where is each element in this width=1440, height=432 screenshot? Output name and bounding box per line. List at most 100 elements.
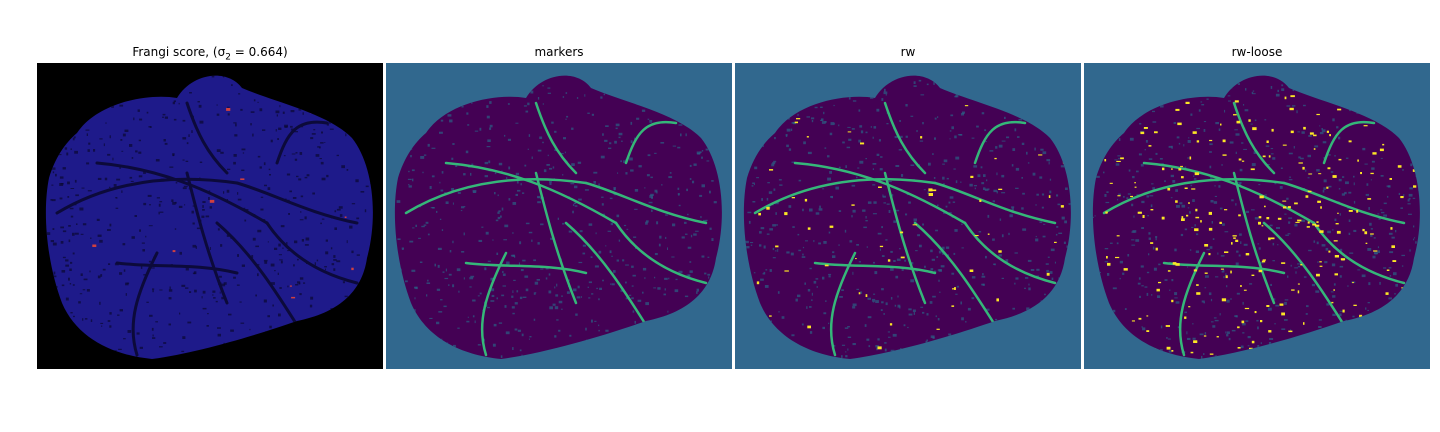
texture-speck [617,172,619,174]
texture-speck [218,275,222,278]
texture-speck [312,192,315,195]
texture-speck [150,267,155,269]
texture-speck [969,183,973,187]
accent-speck [1060,205,1064,208]
texture-speck [862,209,866,212]
texture-speck [675,278,678,281]
accent-speck [1237,347,1241,349]
texture-speck [497,211,500,214]
texture-speck [1287,275,1289,278]
texture-speck [1264,194,1267,196]
texture-speck [103,143,105,147]
texture-speck [562,174,564,176]
texture-speck [484,267,487,271]
accent-speck [1120,157,1124,160]
texture-speck [625,281,627,284]
texture-speck [50,199,53,201]
texture-speck [1338,178,1342,182]
texture-speck [577,285,580,289]
texture-speck [546,164,550,166]
accent-speck [1385,292,1389,295]
texture-speck [484,175,488,178]
accent-speck [1305,195,1309,198]
texture-speck [752,201,756,203]
texture-speck [955,156,960,160]
texture-speck [1368,282,1371,286]
texture-group [743,75,1071,359]
texture-speck [678,270,683,274]
accent-speck [1291,289,1295,291]
texture-speck [290,110,295,113]
texture-speck [838,124,840,127]
texture-speck [88,142,91,145]
texture-speck [876,153,880,156]
texture-speck [1109,242,1113,244]
texture-speck [856,244,859,246]
texture-speck [414,286,418,289]
texture-speck [680,133,682,137]
texture-speck [226,234,230,237]
texture-speck [1231,199,1234,202]
accent-speck [1316,113,1320,116]
texture-speck [611,255,613,257]
markers-image [386,63,732,369]
texture-speck [1137,282,1141,285]
accent-speck [1264,205,1266,208]
texture-speck [1046,159,1051,162]
accent-speck [1221,298,1227,302]
texture-speck [516,290,519,293]
texture-speck [1092,216,1094,218]
texture-speck [580,296,582,298]
texture-speck [1106,191,1109,193]
texture-speck [1095,175,1100,178]
texture-speck [849,240,853,243]
texture-speck [651,209,653,212]
texture-speck [1210,298,1213,302]
texture-speck [569,334,572,337]
texture-speck [901,269,904,271]
accent-speck [951,305,955,307]
texture-speck [1281,84,1284,87]
texture-speck [172,153,175,156]
texture-speck [1028,283,1030,286]
texture-speck [1032,172,1036,176]
texture-speck [1339,310,1343,312]
texture-speck [971,276,976,279]
texture-speck [961,223,963,225]
texture-speck [1235,133,1240,136]
texture-speck [613,187,616,190]
texture-speck [324,142,326,143]
texture-speck [1365,307,1367,310]
texture-speck [1348,232,1351,235]
accent-speck [860,142,865,145]
accent-speck [1357,159,1359,162]
texture-speck [1142,327,1146,331]
texture-speck [1344,191,1347,195]
accent-speck [172,250,176,253]
texture-speck [1284,319,1288,321]
texture-speck [668,176,673,179]
texture-speck [518,262,520,265]
texture-speck [1192,199,1195,202]
texture-speck [833,123,836,125]
texture-speck [50,240,54,243]
texture-speck [607,230,612,232]
texture-speck [545,268,549,270]
texture-speck [978,231,982,233]
accent-speck [1134,186,1137,188]
accent-speck [1289,107,1294,111]
texture-speck [1048,161,1050,165]
texture-speck [1237,83,1240,85]
texture-speck [437,264,440,268]
texture-speck [709,227,712,230]
texture-speck [427,143,430,147]
texture-speck [496,297,498,300]
texture-speck [1253,151,1256,154]
vessel-line [55,177,239,215]
texture-speck [865,131,868,134]
texture-speck [1272,157,1276,160]
texture-speck [913,312,915,315]
texture-speck [830,196,833,198]
texture-speck [920,306,924,308]
accent-speck [1162,167,1165,171]
